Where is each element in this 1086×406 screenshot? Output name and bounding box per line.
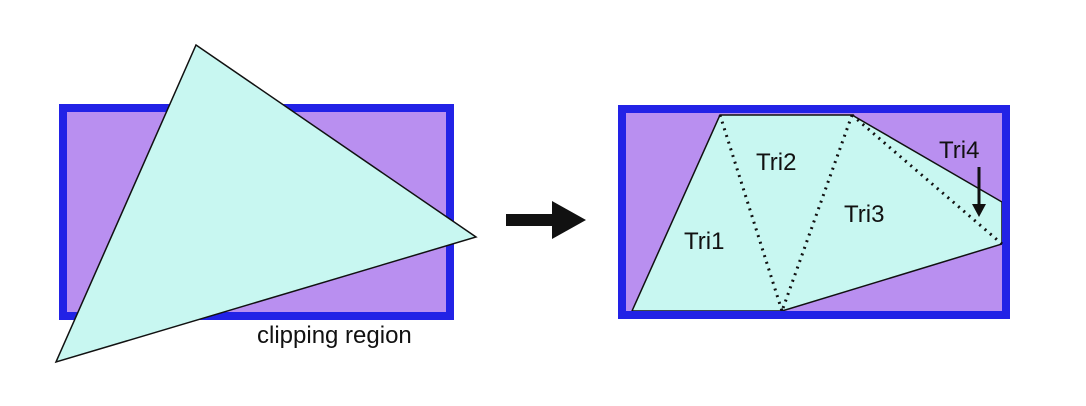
tri1-label: Tri1 [684, 228, 724, 255]
tri4-label: Tri4 [939, 137, 979, 164]
right-clipping-region-border [618, 105, 1010, 319]
clipping-region-label: clipping region [257, 322, 412, 349]
tri2-label: Tri2 [756, 149, 796, 176]
left-input-triangle [54, 43, 478, 364]
tri3-label: Tri3 [844, 201, 884, 228]
tri4-pointer-arrow-icon [972, 167, 986, 217]
triangulation-lines [718, 113, 1003, 312]
right-arrow-icon [506, 201, 586, 239]
